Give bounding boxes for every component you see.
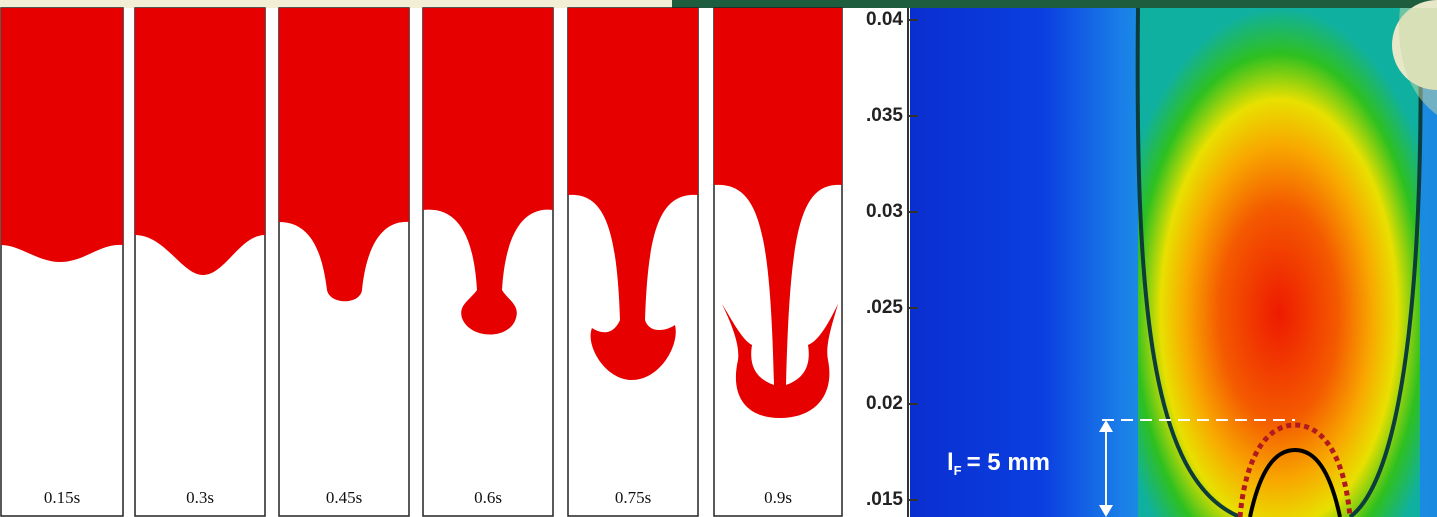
panel-label: 0.6s	[474, 488, 502, 507]
flame-field	[1138, 8, 1420, 517]
y-tick-label: 0.03	[866, 201, 903, 222]
panel-label: 0.9s	[764, 488, 792, 507]
subscript: F	[954, 463, 962, 478]
figure: 0.15s 0.3s 0.45s 0.6s 0.75s 0.9s lF = 5 mm 0.0…	[0, 0, 1437, 517]
panel-label: 0.45s	[326, 488, 362, 507]
panel-label: 0.3s	[186, 488, 214, 507]
y-tick-label: .035	[866, 105, 903, 126]
y-tick-label: 0.02	[866, 393, 903, 414]
panel-label: 0.75s	[615, 488, 651, 507]
symbol: l	[947, 449, 954, 476]
fluid	[135, 8, 265, 275]
top-strip	[0, 0, 672, 8]
fluid	[1, 8, 123, 262]
annotation-text: = 5 mm	[967, 449, 1050, 476]
panels	[1, 8, 842, 516]
y-tick-label: .025	[866, 297, 903, 318]
panel-label: 0.15s	[44, 488, 80, 507]
y-tick-label: .015	[866, 489, 903, 510]
y-tick-label: 0.04	[866, 9, 903, 30]
top-bar	[672, 0, 1437, 8]
